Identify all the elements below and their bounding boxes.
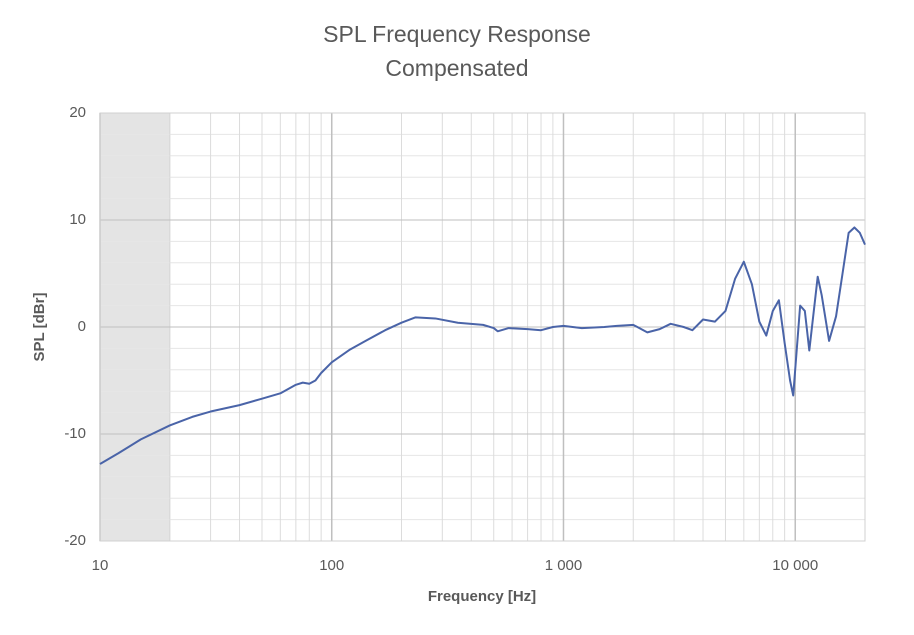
chart-title: SPL Frequency Response [323, 21, 591, 47]
plot-border [99, 112, 866, 542]
y-tick-label: 10 [69, 211, 86, 228]
y-tick-label: 20 [69, 104, 86, 121]
x-tick-label: 10 [92, 557, 109, 574]
y-tick-label: -10 [64, 425, 86, 442]
line [99, 226, 866, 465]
y-tick-label: 0 [78, 318, 86, 335]
chart-subtitle: Compensated [385, 55, 528, 81]
x-axis-title: Frequency [Hz] [428, 588, 536, 605]
x-tick-label: 10 000 [772, 557, 818, 574]
x-tick-label: 100 [319, 557, 344, 574]
y-axis-title: SPL [dBr] [31, 293, 48, 362]
y-tick-label: -20 [64, 532, 86, 549]
x-tick-label: 1 000 [545, 557, 583, 574]
